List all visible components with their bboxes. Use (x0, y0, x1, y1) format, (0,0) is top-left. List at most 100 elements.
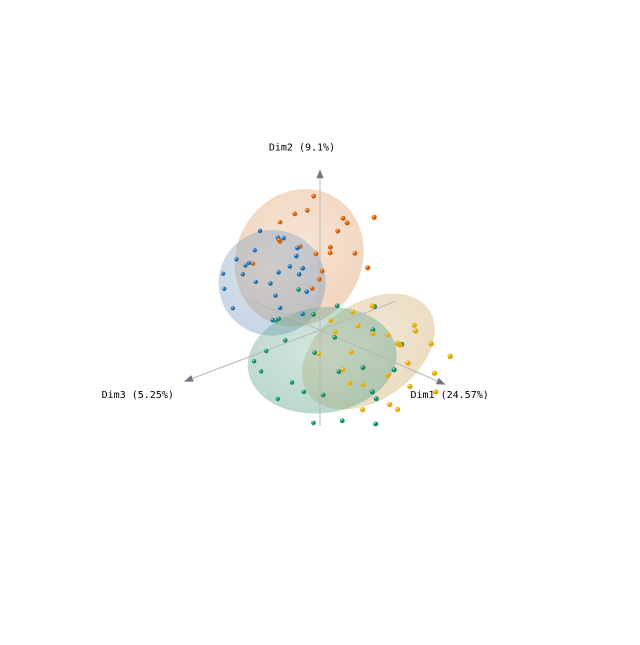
point-group-3 (395, 406, 401, 413)
point-group-1 (292, 211, 298, 217)
point-group-2 (277, 305, 283, 311)
point-group-4 (252, 359, 257, 364)
point-group-3 (394, 340, 400, 346)
point-group-4 (296, 287, 301, 292)
point-group-2 (300, 311, 306, 317)
point-group-4 (264, 348, 269, 354)
point-group-1 (277, 219, 283, 225)
point-group-1 (276, 237, 282, 243)
point-group-1 (327, 250, 333, 256)
point-group-1 (313, 251, 319, 257)
point-group-1 (317, 276, 322, 282)
point-group-2 (252, 248, 257, 253)
point-group-3 (360, 382, 366, 388)
point-group-1 (304, 208, 310, 213)
point-group-4 (312, 350, 318, 356)
point-group-2 (304, 289, 310, 295)
point-group-3 (412, 328, 419, 334)
point-group-4 (301, 389, 307, 395)
data-points (221, 193, 453, 427)
point-group-3 (407, 383, 413, 390)
point-group-4 (311, 420, 316, 426)
axes-group: Dim1 (24.57%) Dim2 (9.1%) Dim3 (5.25%) (102, 142, 489, 426)
axis-dim1-arrowhead (435, 377, 446, 385)
point-group-3 (355, 323, 361, 329)
point-group-3 (433, 389, 439, 395)
axis-label-dim2: Dim2 (9.1%) (269, 142, 335, 153)
point-group-3 (340, 367, 346, 373)
point-group-2 (253, 279, 259, 285)
axis-label-dim3: Dim3 (5.25%) (102, 390, 174, 401)
point-group-4 (369, 389, 375, 395)
point-group-1 (250, 261, 256, 266)
point-group-4 (336, 369, 342, 375)
point-group-2 (257, 228, 263, 234)
point-group-1 (344, 220, 350, 226)
point-group-4 (370, 327, 376, 333)
axis-dim3-arrowhead (183, 375, 194, 382)
point-group-3 (387, 402, 393, 408)
point-group-4 (311, 312, 316, 317)
point-group-2 (273, 293, 278, 298)
point-group-2 (230, 306, 236, 311)
point-group-4 (373, 421, 379, 427)
point-group-3 (348, 349, 354, 355)
point-group-2 (295, 245, 300, 251)
point-group-1 (310, 286, 315, 291)
point-group-3 (347, 380, 353, 386)
point-group-3 (385, 332, 391, 338)
axis-dim2-arrowhead (316, 169, 324, 179)
point-group-4 (275, 396, 281, 402)
point-group-1 (352, 250, 358, 256)
point-group-4 (273, 318, 279, 323)
point-group-2 (287, 264, 293, 269)
point-group-3 (447, 353, 453, 360)
ellipsoid-group-4 (247, 306, 397, 414)
point-group-3 (428, 341, 434, 347)
axis-dim1-line (250, 299, 438, 382)
point-group-4 (391, 367, 397, 373)
point-group-2 (270, 318, 275, 323)
point-group-1 (340, 215, 346, 221)
point-group-1 (319, 268, 325, 274)
point-group-2 (243, 263, 248, 268)
point-group-2 (234, 257, 239, 262)
point-group-4 (320, 392, 326, 398)
point-group-1 (365, 265, 371, 271)
point-group-1 (327, 244, 333, 250)
point-group-3 (332, 329, 338, 335)
confidence-ellipsoids (218, 189, 435, 414)
point-group-2 (221, 271, 226, 276)
point-group-1 (335, 228, 341, 234)
point-group-4 (289, 380, 295, 385)
point-group-3 (385, 372, 391, 378)
point-group-4 (339, 418, 345, 424)
point-group-3 (328, 318, 334, 324)
point-group-4 (360, 365, 366, 371)
point-group-2 (268, 281, 273, 286)
point-group-3 (370, 331, 376, 337)
point-group-4 (283, 338, 288, 343)
point-group-2 (281, 236, 286, 241)
point-group-3 (369, 303, 375, 309)
point-group-3 (350, 309, 356, 315)
point-group-1 (371, 214, 377, 220)
point-group-3 (360, 407, 366, 413)
point-group-2 (240, 272, 245, 277)
point-group-3 (405, 360, 411, 366)
point-group-3 (316, 351, 322, 357)
point-group-2 (222, 286, 227, 292)
point-group-4 (334, 303, 340, 309)
axis-label-dim1: Dim1 (24.57%) (411, 390, 489, 401)
point-group-2 (294, 253, 299, 259)
point-group-2 (300, 265, 306, 271)
point-group-1 (311, 193, 317, 199)
point-group-2 (276, 270, 281, 275)
point-group-4 (332, 335, 338, 340)
point-group-2 (296, 271, 302, 277)
point-group-4 (373, 396, 379, 402)
point-group-3 (411, 322, 418, 328)
point-group-3 (431, 370, 438, 376)
